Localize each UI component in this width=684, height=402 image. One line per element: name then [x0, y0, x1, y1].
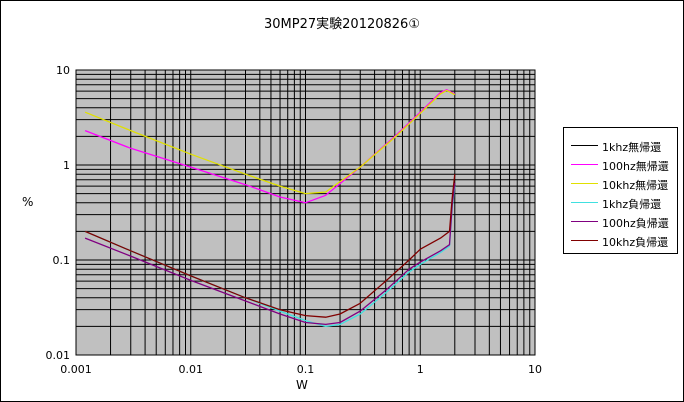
legend-swatch — [571, 240, 598, 241]
plot-border — [75, 69, 536, 356]
legend-label: 1khz無帰還 — [602, 141, 662, 154]
legend-item: 10khz負帰還 — [568, 232, 676, 250]
legend-item: 10khz無帰還 — [568, 175, 676, 193]
legend-label: 100hz負帰還 — [602, 217, 669, 230]
legend-label: 10khz無帰還 — [602, 179, 669, 192]
legend: 1khz無帰還 100hz無帰還 10khz無帰還 1khz負帰還 100hz負帰還 10… — [563, 127, 678, 254]
legend-swatch — [571, 145, 598, 146]
series-line-5 — [84, 182, 456, 326]
x-tick-label: 1 — [417, 363, 424, 376]
x-tick-label: 0.001 — [60, 363, 92, 376]
chart-title: 30MP27実験20120826① — [264, 17, 420, 32]
x-tick-label: 10 — [528, 363, 542, 376]
y-tick-label: 1 — [63, 159, 70, 172]
series-lines — [84, 89, 456, 328]
legend-label: 1khz負帰還 — [602, 198, 662, 211]
legend-swatch — [571, 183, 598, 184]
y-tick-label: 10 — [56, 64, 70, 77]
legend-label: 100hz無帰還 — [602, 160, 669, 173]
series-line-2 — [84, 89, 456, 204]
series-line-6 — [84, 174, 456, 318]
x-tick-label: 0.01 — [179, 363, 204, 376]
legend-swatch — [571, 202, 598, 203]
x-tick-label: 0.1 — [297, 363, 315, 376]
legend-item: 100hz負帰還 — [568, 213, 676, 231]
y-axis-label: % — [22, 195, 34, 209]
legend-label: 10khz負帰還 — [602, 236, 669, 249]
legend-swatch — [571, 164, 598, 165]
legend-item: 1khz無帰還 — [568, 137, 676, 155]
legend-swatch — [571, 221, 598, 222]
y-tick-label: 0.1 — [53, 254, 71, 267]
legend-item: 1khz負帰還 — [568, 194, 676, 212]
y-tick-label: 0.01 — [46, 349, 71, 362]
legend-item: 100hz無帰還 — [568, 156, 676, 174]
grid — [75, 70, 535, 356]
series-line-3 — [84, 89, 456, 195]
x-axis-label: W — [296, 378, 308, 392]
